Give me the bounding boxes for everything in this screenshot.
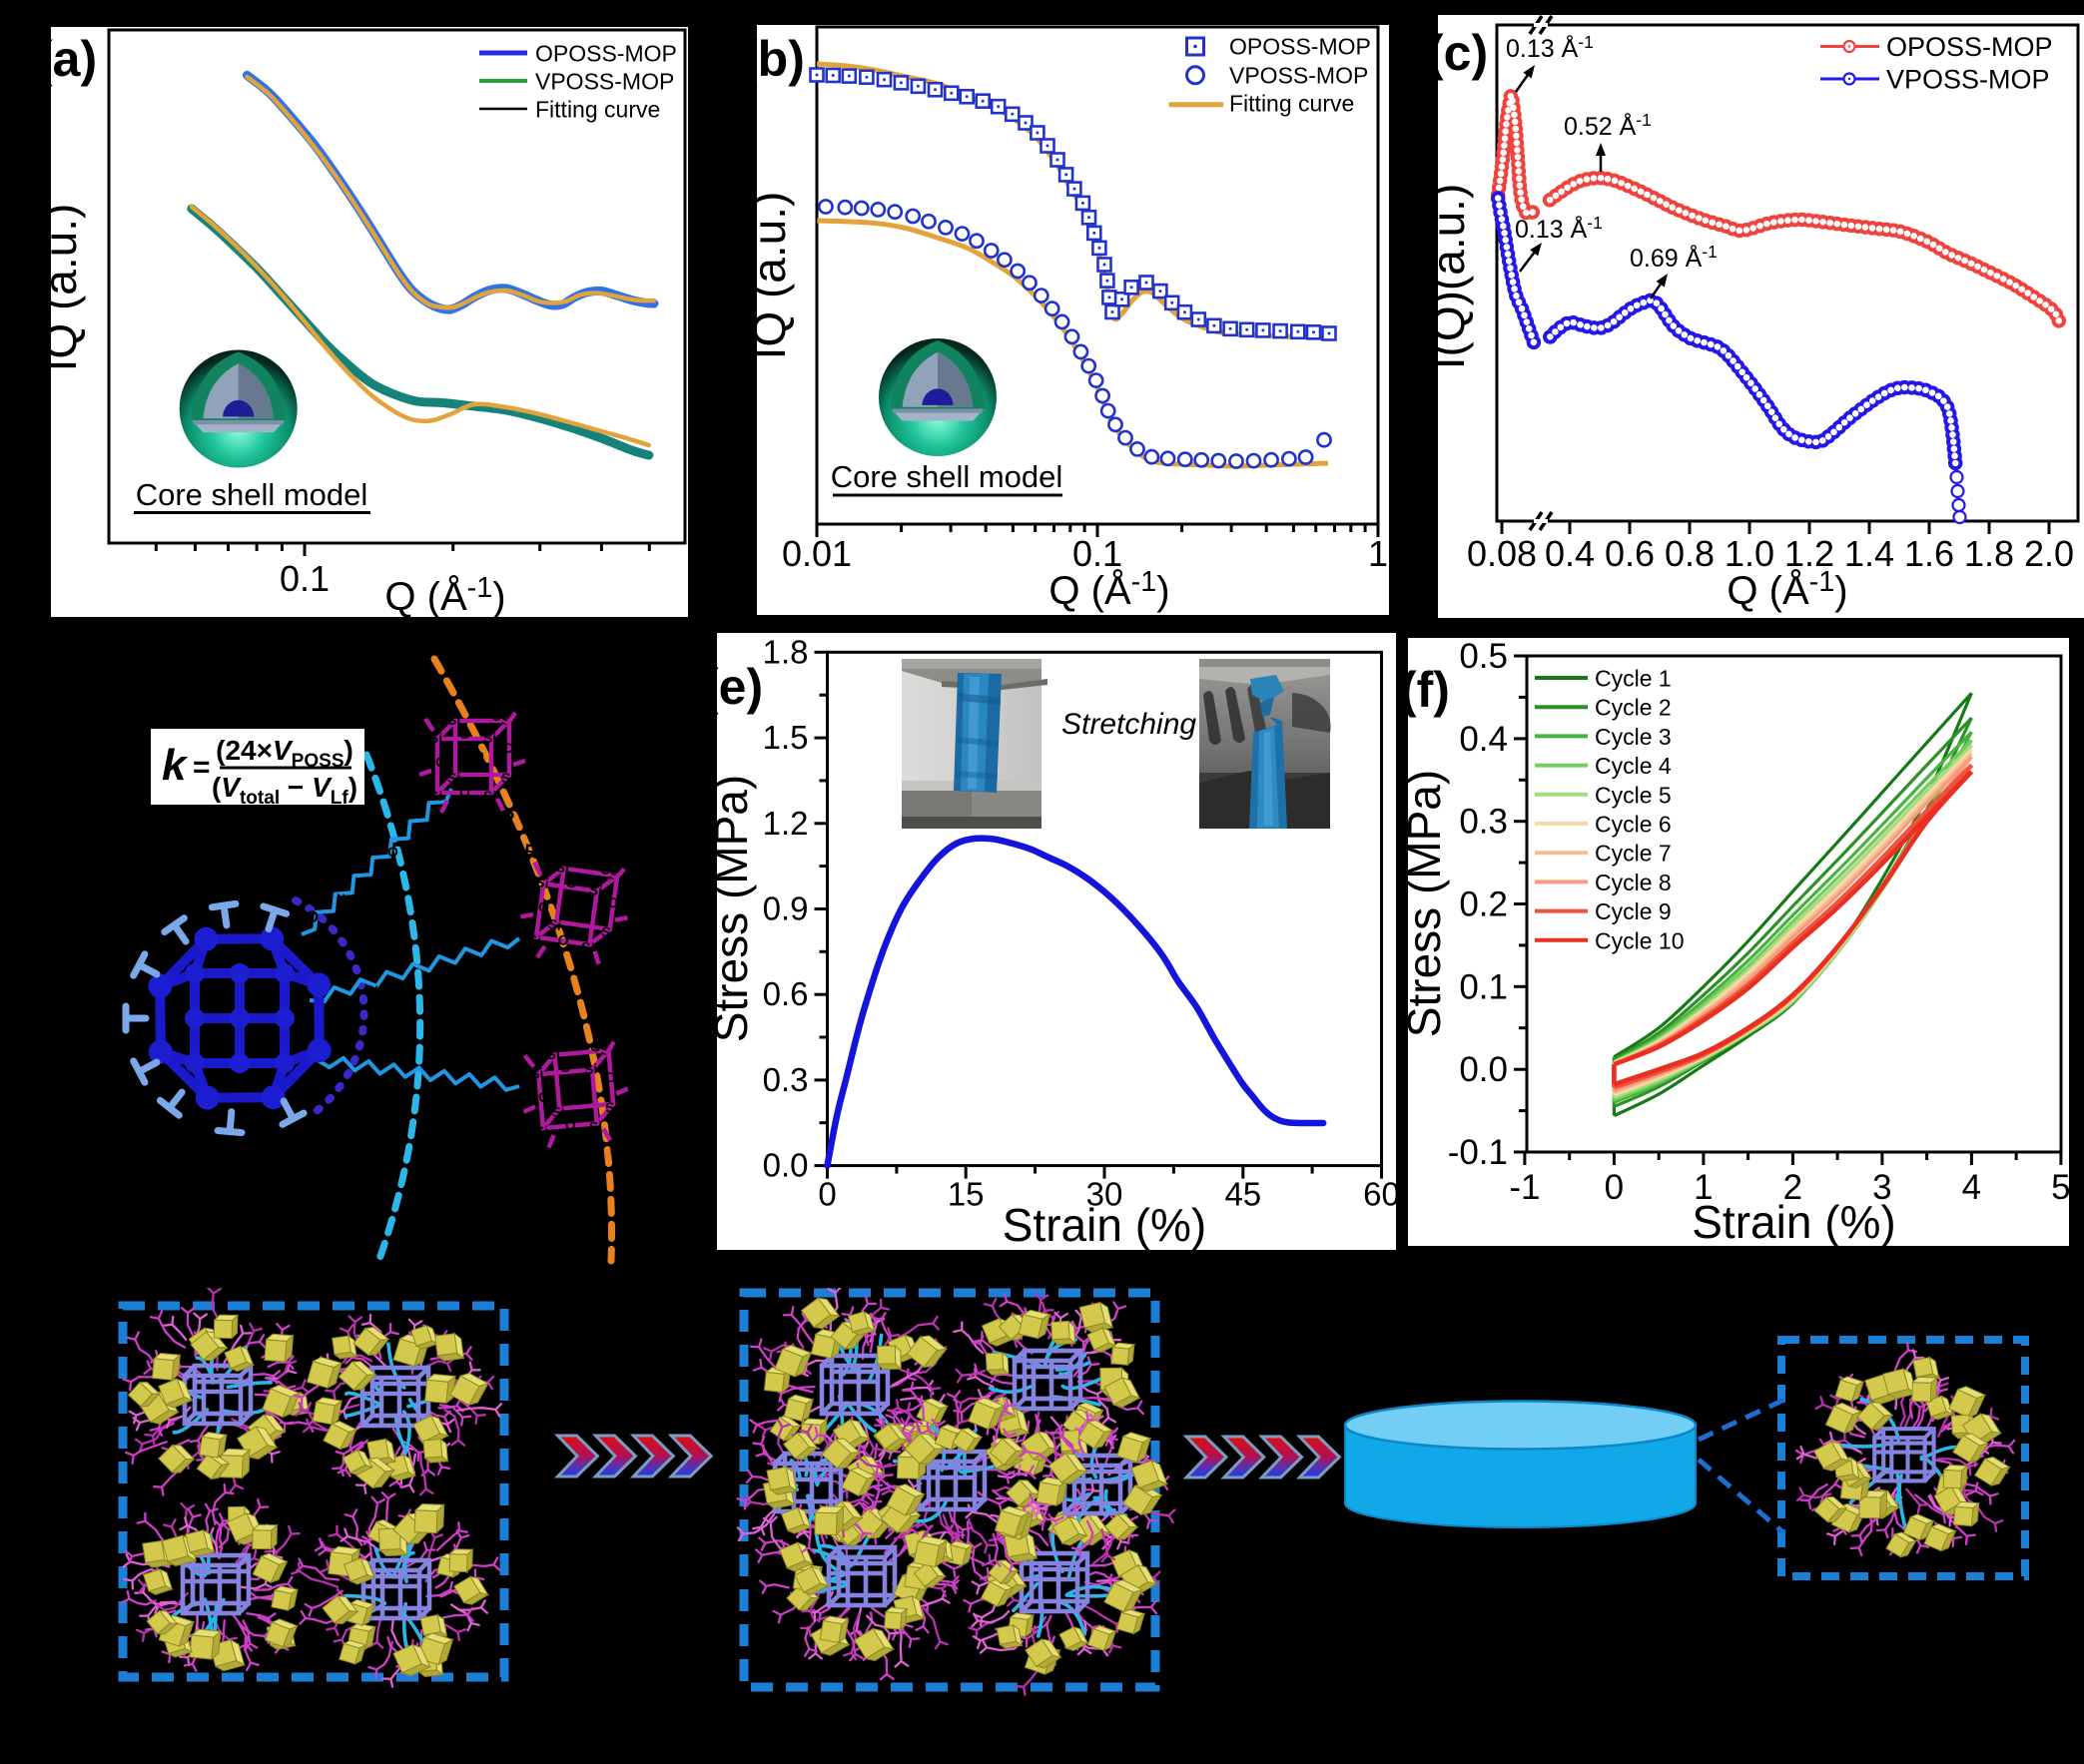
svg-text:0.4: 0.4 bbox=[1545, 533, 1595, 574]
svg-text:=: = bbox=[193, 751, 211, 784]
svg-text:30: 30 bbox=[1086, 1176, 1123, 1213]
svg-text:Q (Å-1): Q (Å-1) bbox=[384, 572, 505, 617]
svg-text:0.52 Å-1: 0.52 Å-1 bbox=[1564, 110, 1652, 141]
svg-text:Cycle 10: Cycle 10 bbox=[1595, 927, 1684, 953]
svg-text:Q (Å-1): Q (Å-1) bbox=[1727, 566, 1847, 613]
svg-text:-0.1: -0.1 bbox=[1448, 1133, 1508, 1172]
svg-text:1.2: 1.2 bbox=[1784, 533, 1834, 574]
svg-text:0.6: 0.6 bbox=[763, 975, 809, 1012]
svg-text:60: 60 bbox=[1363, 1176, 1396, 1213]
svg-text:S: S bbox=[479, 928, 490, 945]
svg-text:1.0: 1.0 bbox=[1725, 533, 1774, 574]
svg-text:0.01: 0.01 bbox=[782, 533, 852, 574]
svg-text:Cycle 4: Cycle 4 bbox=[1595, 753, 1672, 779]
svg-text:1.2: 1.2 bbox=[763, 805, 809, 842]
svg-text:1.5: 1.5 bbox=[763, 719, 809, 756]
svg-text:Stretching: Stretching bbox=[1061, 708, 1196, 741]
svg-text:0.0: 0.0 bbox=[1459, 1050, 1508, 1089]
svg-text:N: N bbox=[375, 1073, 384, 1087]
svg-text:OPOSS-MOP: OPOSS-MOP bbox=[535, 41, 677, 67]
svg-text:S: S bbox=[416, 796, 427, 813]
svg-text:Q (Å-1): Q (Å-1) bbox=[1048, 566, 1169, 613]
svg-text:Cycle 6: Cycle 6 bbox=[1595, 812, 1672, 838]
svg-text:3: 3 bbox=[1872, 1168, 1891, 1207]
svg-text:0.1: 0.1 bbox=[1072, 533, 1122, 574]
svg-text:2.0: 2.0 bbox=[2024, 533, 2074, 574]
svg-text:1: 1 bbox=[1694, 1168, 1713, 1207]
svg-text:0.1: 0.1 bbox=[280, 558, 330, 599]
svg-text:Cycle 9: Cycle 9 bbox=[1595, 898, 1672, 924]
svg-text:Core shell model: Core shell model bbox=[831, 459, 1063, 494]
svg-text:0: 0 bbox=[818, 1176, 836, 1213]
svg-text:Cycle 8: Cycle 8 bbox=[1595, 870, 1672, 895]
svg-text:O: O bbox=[387, 844, 398, 860]
svg-text:N: N bbox=[369, 983, 378, 997]
svg-text:VPOSS-MOP: VPOSS-MOP bbox=[535, 69, 674, 95]
svg-text:1.6: 1.6 bbox=[1904, 533, 1954, 574]
svg-text:N·N: N·N bbox=[327, 871, 347, 884]
svg-text:45: 45 bbox=[1224, 1176, 1261, 1213]
svg-text:Stress (MPa): Stress (MPa) bbox=[1408, 770, 1450, 1037]
svg-text:N: N bbox=[337, 891, 346, 905]
svg-text:Cycle 1: Cycle 1 bbox=[1595, 666, 1672, 692]
svg-text:VPOSS-MOP: VPOSS-MOP bbox=[1229, 62, 1368, 88]
svg-text:OPOSS-MOP: OPOSS-MOP bbox=[1886, 32, 2053, 62]
svg-text:N·N: N·N bbox=[365, 1046, 386, 1060]
svg-text:4: 4 bbox=[1962, 1168, 1981, 1207]
svg-text:N·N: N·N bbox=[359, 957, 380, 971]
svg-text:15: 15 bbox=[948, 1176, 985, 1213]
svg-text:0.4: 0.4 bbox=[1459, 720, 1508, 759]
svg-text:O: O bbox=[445, 967, 456, 983]
svg-text:IQ (a.u.): IQ (a.u.) bbox=[757, 192, 795, 360]
svg-text:Cycle 5: Cycle 5 bbox=[1595, 782, 1672, 808]
svg-text:-1: -1 bbox=[1509, 1168, 1540, 1207]
svg-text:1.4: 1.4 bbox=[1844, 533, 1894, 574]
svg-text:Fitting curve: Fitting curve bbox=[1229, 90, 1354, 116]
svg-text:0.3: 0.3 bbox=[763, 1061, 809, 1098]
svg-text:OPOSS-MOP: OPOSS-MOP bbox=[1229, 34, 1371, 60]
svg-text:1.8: 1.8 bbox=[1964, 533, 2014, 574]
svg-text:0.08: 0.08 bbox=[1467, 533, 1537, 574]
svg-text:2: 2 bbox=[1783, 1168, 1802, 1207]
svg-text:0.1: 0.1 bbox=[1459, 967, 1508, 1006]
svg-text:I(Q)(a.u.): I(Q)(a.u.) bbox=[1438, 184, 1474, 370]
svg-text:0.8: 0.8 bbox=[1665, 533, 1715, 574]
svg-text:Strain (%): Strain (%) bbox=[1003, 1199, 1206, 1250]
svg-text:0.13 Å-1: 0.13 Å-1 bbox=[1515, 213, 1603, 244]
svg-text:5: 5 bbox=[2051, 1168, 2069, 1207]
svg-text:1: 1 bbox=[1368, 533, 1388, 574]
svg-text:O: O bbox=[423, 935, 434, 951]
svg-text:VPOSS-MOP: VPOSS-MOP bbox=[1886, 65, 2050, 95]
svg-text:Strain (%): Strain (%) bbox=[1692, 1196, 1895, 1246]
svg-text:0.5: 0.5 bbox=[1459, 638, 1508, 676]
svg-text:0.0: 0.0 bbox=[763, 1147, 809, 1184]
svg-text:1.8: 1.8 bbox=[763, 633, 809, 670]
svg-text:0.13 Å-1: 0.13 Å-1 bbox=[1506, 32, 1594, 63]
svg-text:0.9: 0.9 bbox=[763, 890, 809, 927]
svg-text:0.69 Å-1: 0.69 Å-1 bbox=[1630, 242, 1718, 273]
svg-text:IQ (a.u.): IQ (a.u.) bbox=[51, 204, 86, 372]
svg-text:Cycle 7: Cycle 7 bbox=[1595, 841, 1672, 867]
svg-text:S: S bbox=[481, 1061, 492, 1078]
svg-text:Stress (MPa): Stress (MPa) bbox=[717, 775, 757, 1042]
svg-text:0.3: 0.3 bbox=[1459, 803, 1508, 842]
svg-text:Cycle 3: Cycle 3 bbox=[1595, 724, 1672, 750]
svg-text:O: O bbox=[426, 1045, 437, 1061]
svg-text:0.2: 0.2 bbox=[1459, 885, 1508, 924]
svg-text:O: O bbox=[306, 907, 319, 926]
svg-text:k: k bbox=[162, 741, 189, 790]
svg-text:0.6: 0.6 bbox=[1605, 533, 1655, 574]
svg-text:Core shell model: Core shell model bbox=[136, 477, 368, 512]
svg-text:O: O bbox=[448, 1083, 459, 1099]
svg-text:Cycle 2: Cycle 2 bbox=[1595, 695, 1672, 721]
svg-text:O: O bbox=[370, 822, 381, 838]
svg-text:0: 0 bbox=[1605, 1168, 1624, 1207]
svg-text:Fitting curve: Fitting curve bbox=[535, 97, 660, 123]
